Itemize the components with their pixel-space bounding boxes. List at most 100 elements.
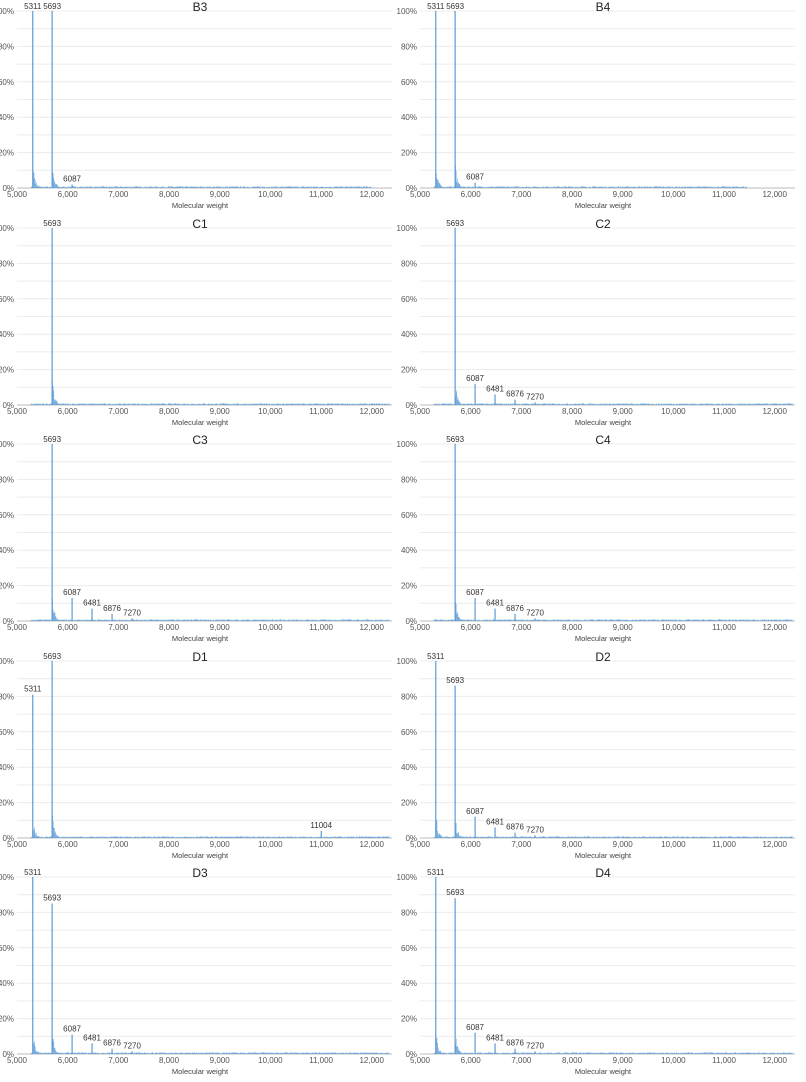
y-tick-label: 20%	[0, 799, 14, 808]
peak-label: 5693	[43, 2, 61, 11]
peak-label: 6087	[466, 173, 484, 182]
spectrum-chart-d3: 0% 20% 40% 60% 80% 100% 5,000 6,000 7,000 8,000 9,…	[0, 866, 392, 1076]
spectrum-trace	[30, 1038, 390, 1054]
x-tick-label: 7,000	[511, 1056, 532, 1065]
peak-label: 11004	[310, 821, 332, 830]
peak-label: 5311	[24, 868, 42, 877]
spectrum-chart-b3: 0% 20% 40% 60% 80% 100% 5,000 6,000 7,000 8,000 9,…	[0, 0, 392, 210]
y-tick-label: 60%	[401, 511, 417, 520]
y-tick-label: 60%	[0, 944, 14, 953]
x-tick-label: 8,000	[159, 1056, 180, 1065]
x-tick-label: 9,000	[210, 407, 231, 416]
x-tick-label: 10,000	[661, 1056, 686, 1065]
x-tick-label: 9,000	[613, 407, 634, 416]
peak-label: 5693	[446, 676, 464, 685]
y-tick-label: 60%	[401, 728, 417, 737]
y-tick-label: 80%	[401, 42, 417, 51]
x-tick-label: 7,000	[108, 623, 129, 632]
x-tick-label: 10,000	[661, 407, 686, 416]
y-tick-label: 40%	[401, 763, 417, 772]
x-tick-label: 12,000	[762, 840, 787, 849]
spectrum-trace	[433, 602, 793, 621]
y-tick-label: 20%	[401, 366, 417, 375]
spectrum-chart-c2: 0% 20% 40% 60% 80% 100% 5,000 6,000 7,000 8,000 9,…	[397, 217, 795, 427]
y-tick-label: 0%	[2, 617, 14, 626]
x-axis-label: Molecular weight	[575, 1067, 632, 1076]
peak-label: 6481	[83, 599, 101, 608]
y-tick-label: 60%	[401, 944, 417, 953]
peak-label: 5693	[446, 2, 464, 11]
x-tick-label: 11,000	[309, 623, 333, 632]
x-tick-label: 5,000	[410, 623, 431, 632]
y-tick-label: 100%	[0, 7, 14, 16]
y-tick-label: 0%	[2, 1050, 14, 1059]
x-tick-label: 12,000	[359, 407, 384, 416]
x-tick-label: 10,000	[258, 407, 283, 416]
peak-label: 6876	[103, 604, 121, 613]
y-tick-label: 100%	[0, 440, 14, 449]
peak-label: 6087	[466, 807, 484, 816]
x-tick-label: 7,000	[511, 407, 532, 416]
y-tick-label: 0%	[405, 1050, 417, 1059]
chart-title: D2	[595, 650, 611, 664]
y-tick-label: 40%	[0, 113, 14, 122]
x-axis-label: Molecular weight	[172, 1067, 229, 1076]
spectrum-trace	[30, 815, 390, 838]
x-tick-label: 5,000	[410, 1056, 431, 1065]
x-tick-label: 5,000	[7, 407, 28, 416]
x-tick-label: 8,000	[159, 407, 180, 416]
y-tick-label: 40%	[401, 330, 417, 339]
spectrum-chart-d2: 0% 20% 40% 60% 80% 100% 5,000 6,000 7,000 8,000 9,…	[397, 650, 795, 860]
chart-title: D3	[192, 866, 208, 880]
x-tick-label: 9,000	[613, 840, 634, 849]
x-tick-label: 11,000	[309, 840, 333, 849]
x-axis-label: Molecular weight	[575, 201, 632, 210]
x-tick-label: 8,000	[562, 623, 583, 632]
x-tick-label: 8,000	[562, 1056, 583, 1065]
x-tick-label: 12,000	[359, 190, 384, 199]
y-tick-label: 20%	[0, 366, 14, 375]
peak-label: 6481	[486, 1033, 504, 1042]
y-tick-label: 40%	[0, 979, 14, 988]
y-tick-label: 0%	[405, 834, 417, 843]
x-tick-label: 12,000	[359, 623, 384, 632]
x-axis-label: Molecular weight	[575, 851, 632, 860]
peak-label: 6876	[506, 390, 524, 399]
x-tick-label: 12,000	[762, 1056, 787, 1065]
x-tick-label: 11,000	[712, 190, 736, 199]
peak-label: 5311	[24, 2, 42, 11]
y-tick-label: 80%	[401, 475, 417, 484]
x-tick-label: 9,000	[210, 840, 231, 849]
y-tick-label: 60%	[401, 78, 417, 87]
spectrum-chart-d1: 0% 20% 40% 60% 80% 100% 5,000 6,000 7,000 8,000 9,…	[0, 650, 392, 860]
y-tick-label: 40%	[0, 546, 14, 555]
y-tick-label: 40%	[401, 979, 417, 988]
y-tick-label: 20%	[401, 799, 417, 808]
spectrum-trace	[30, 171, 372, 188]
x-tick-label: 5,000	[410, 190, 431, 199]
peak-label: 6481	[486, 817, 504, 826]
peak-label: 5311	[427, 868, 445, 877]
chart-title: D1	[192, 650, 208, 664]
peak-label: 6481	[83, 1033, 101, 1042]
y-tick-label: 60%	[0, 295, 14, 304]
x-axis-label: Molecular weight	[575, 418, 632, 427]
spectrum-chart-d4: 0% 20% 40% 60% 80% 100% 5,000 6,000 7,000 8,000 9,…	[397, 866, 795, 1076]
x-tick-label: 10,000	[661, 840, 686, 849]
x-tick-label: 7,000	[511, 190, 532, 199]
y-tick-label: 100%	[397, 224, 417, 233]
y-tick-label: 0%	[405, 184, 417, 193]
y-tick-label: 20%	[0, 149, 14, 158]
y-tick-label: 80%	[401, 692, 417, 701]
spectrum-trace	[30, 381, 390, 405]
x-tick-label: 10,000	[258, 623, 283, 632]
y-tick-label: 100%	[397, 657, 417, 666]
x-tick-label: 11,000	[309, 190, 333, 199]
peak-label: 5311	[427, 2, 445, 11]
x-tick-label: 5,000	[7, 190, 28, 199]
x-tick-label: 6,000	[461, 190, 482, 199]
x-tick-label: 12,000	[762, 407, 787, 416]
x-axis-label: Molecular weight	[172, 634, 229, 643]
chart-title: C1	[192, 217, 208, 231]
peak-label: 6876	[506, 604, 524, 613]
